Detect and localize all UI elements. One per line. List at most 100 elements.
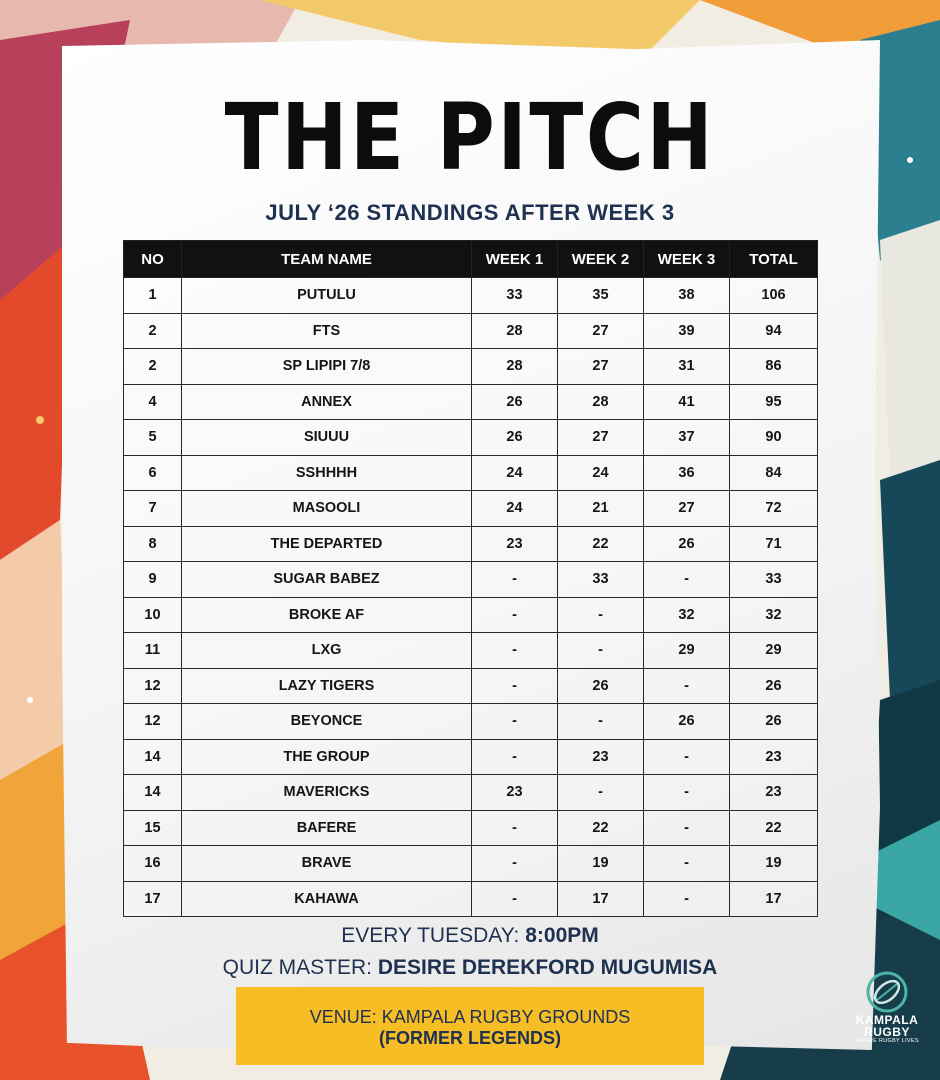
cell-total: 23 xyxy=(729,774,818,811)
quiz-master-line: QUIZ MASTER: DESIRE DEREKFORD MUGUMISA xyxy=(0,956,940,980)
cell-total: 90 xyxy=(729,419,818,456)
table-row: 2 FTS 28 27 39 94 xyxy=(123,312,818,349)
cell-week-3: 38 xyxy=(643,277,730,314)
cell-team-name: BEYONCE xyxy=(181,703,472,740)
table-row: 11 LXG - -29 29 xyxy=(123,632,818,669)
cell-rank: 7 xyxy=(123,490,182,527)
cell-team-name: PUTULU xyxy=(181,277,472,314)
quiz-master-name: DESIRE DEREKFORD MUGUMISA xyxy=(377,956,718,979)
cell-team-name: THE GROUP xyxy=(181,738,472,775)
cell-total: 26 xyxy=(729,703,818,740)
cell-total: 23 xyxy=(729,738,818,775)
cell-team-name: SUGAR BABEZ xyxy=(181,561,472,598)
cell-week-3: 29 xyxy=(643,632,730,669)
cell-week-1: - xyxy=(471,596,558,633)
cell-team-name: KAHAWA xyxy=(181,880,472,917)
cell-week-3: - xyxy=(643,738,730,775)
cell-week-2: - xyxy=(557,774,644,811)
table-row: 4 ANNEX 26 28 41 95 xyxy=(123,383,818,420)
cell-total: 84 xyxy=(729,454,818,491)
cell-week-3: 41 xyxy=(643,383,730,420)
cell-total: 32 xyxy=(729,596,818,633)
table-row: 9 SUGAR BABEZ -33-33 xyxy=(123,561,818,598)
cell-week-3: - xyxy=(643,845,730,882)
column-header-team-name: TEAM NAME xyxy=(181,240,472,278)
column-header-total: TOTAL xyxy=(729,240,818,278)
table-row: 2 SP LIPIPI 7/8 28 27 31 86 xyxy=(123,348,818,385)
table-row: 15 BAFERE -22-22 xyxy=(123,809,818,846)
cell-week-2: 21 xyxy=(557,490,644,527)
cell-rank: 4 xyxy=(123,383,182,420)
cell-rank: 15 xyxy=(123,809,182,846)
cell-week-2: - xyxy=(557,632,644,669)
cell-total: 33 xyxy=(729,561,818,598)
cell-team-name: BROKE AF xyxy=(181,596,472,633)
cell-week-2: 17 xyxy=(557,880,644,917)
cell-week-3: - xyxy=(643,880,730,917)
table-row: 16 BRAVE -19-19 xyxy=(123,845,818,882)
cell-week-1: 23 xyxy=(471,525,558,562)
cell-week-3: - xyxy=(643,561,730,598)
cell-rank: 14 xyxy=(123,738,182,775)
cell-total: 72 xyxy=(729,490,818,527)
cell-week-1: 33 xyxy=(471,277,558,314)
rugby-ball-icon xyxy=(866,971,908,1013)
cell-week-1: - xyxy=(471,845,558,882)
logo-name-line-1: KAMPALA xyxy=(855,1013,919,1027)
cell-team-name: MAVERICKS xyxy=(181,774,472,811)
cell-week-2: 26 xyxy=(557,667,644,704)
table-row: 8 THE DEPARTED 23 22 26 71 xyxy=(123,525,818,562)
cell-total: 19 xyxy=(729,845,818,882)
cell-week-1: 26 xyxy=(471,419,558,456)
schedule-line: EVERY TUESDAY: 8:00PM xyxy=(0,924,940,948)
cell-team-name: BAFERE xyxy=(181,809,472,846)
cell-team-name: SIUUU xyxy=(181,419,472,456)
table-row: 1 PUTULU 33 35 38 106 xyxy=(123,277,818,314)
cell-week-1: 23 xyxy=(471,774,558,811)
venue-line-2: (FORMER LEGENDS) xyxy=(379,1028,561,1048)
cell-week-1: - xyxy=(471,561,558,598)
cell-week-2: 27 xyxy=(557,348,644,385)
cell-week-1: 28 xyxy=(471,312,558,349)
cell-rank: 2 xyxy=(123,312,182,349)
kampala-rugby-logo: KAMPALA RUGBY WHERE RUGBY LIVES xyxy=(842,970,932,1044)
cell-week-1: - xyxy=(471,880,558,917)
standings-table: NO TEAM NAME WEEK 1 WEEK 2 WEEK 3 TOTAL … xyxy=(123,240,818,917)
page-title: THE PITCH xyxy=(224,84,716,191)
cell-week-2: 22 xyxy=(557,525,644,562)
cell-week-3: 26 xyxy=(643,525,730,562)
cell-week-2: 28 xyxy=(557,383,644,420)
cell-week-2: 27 xyxy=(557,312,644,349)
cell-week-1: 26 xyxy=(471,383,558,420)
cell-week-2: 23 xyxy=(557,738,644,775)
schedule-time: 8:00PM xyxy=(525,924,599,947)
cell-team-name: LAZY TIGERS xyxy=(181,667,472,704)
cell-week-3: - xyxy=(643,774,730,811)
cell-rank: 12 xyxy=(123,703,182,740)
column-header-week-3: WEEK 3 xyxy=(643,240,730,278)
logo-tagline: WHERE RUGBY LIVES xyxy=(855,1038,919,1044)
cell-week-3: 36 xyxy=(643,454,730,491)
logo-name-line-2: RUGBY xyxy=(864,1025,910,1039)
cell-rank: 10 xyxy=(123,596,182,633)
cell-total: 26 xyxy=(729,667,818,704)
table-row: 12 BEYONCE - -26 26 xyxy=(123,703,818,740)
table-row: 6 SSHHHH 24 24 36 84 xyxy=(123,454,818,491)
cell-team-name: FTS xyxy=(181,312,472,349)
cell-team-name: ANNEX xyxy=(181,383,472,420)
table-row: 10 BROKE AF - -32 32 xyxy=(123,596,818,633)
cell-rank: 6 xyxy=(123,454,182,491)
cell-rank: 2 xyxy=(123,348,182,385)
cell-week-1: - xyxy=(471,667,558,704)
cell-total: 94 xyxy=(729,312,818,349)
cell-week-1: - xyxy=(471,738,558,775)
cell-rank: 12 xyxy=(123,667,182,704)
cell-week-3: - xyxy=(643,667,730,704)
cell-week-2: - xyxy=(557,596,644,633)
cell-rank: 9 xyxy=(123,561,182,598)
cell-week-1: 28 xyxy=(471,348,558,385)
venue-box: VENUE: KAMPALA RUGBY GROUNDS (FORMER LEG… xyxy=(236,987,704,1065)
cell-week-3: 31 xyxy=(643,348,730,385)
cell-week-2: 19 xyxy=(557,845,644,882)
standings-table-body: 1 PUTULU 33 35 38 106 2 FTS 28 27 39 94 2 SP LIPIPI 7… xyxy=(123,277,818,917)
